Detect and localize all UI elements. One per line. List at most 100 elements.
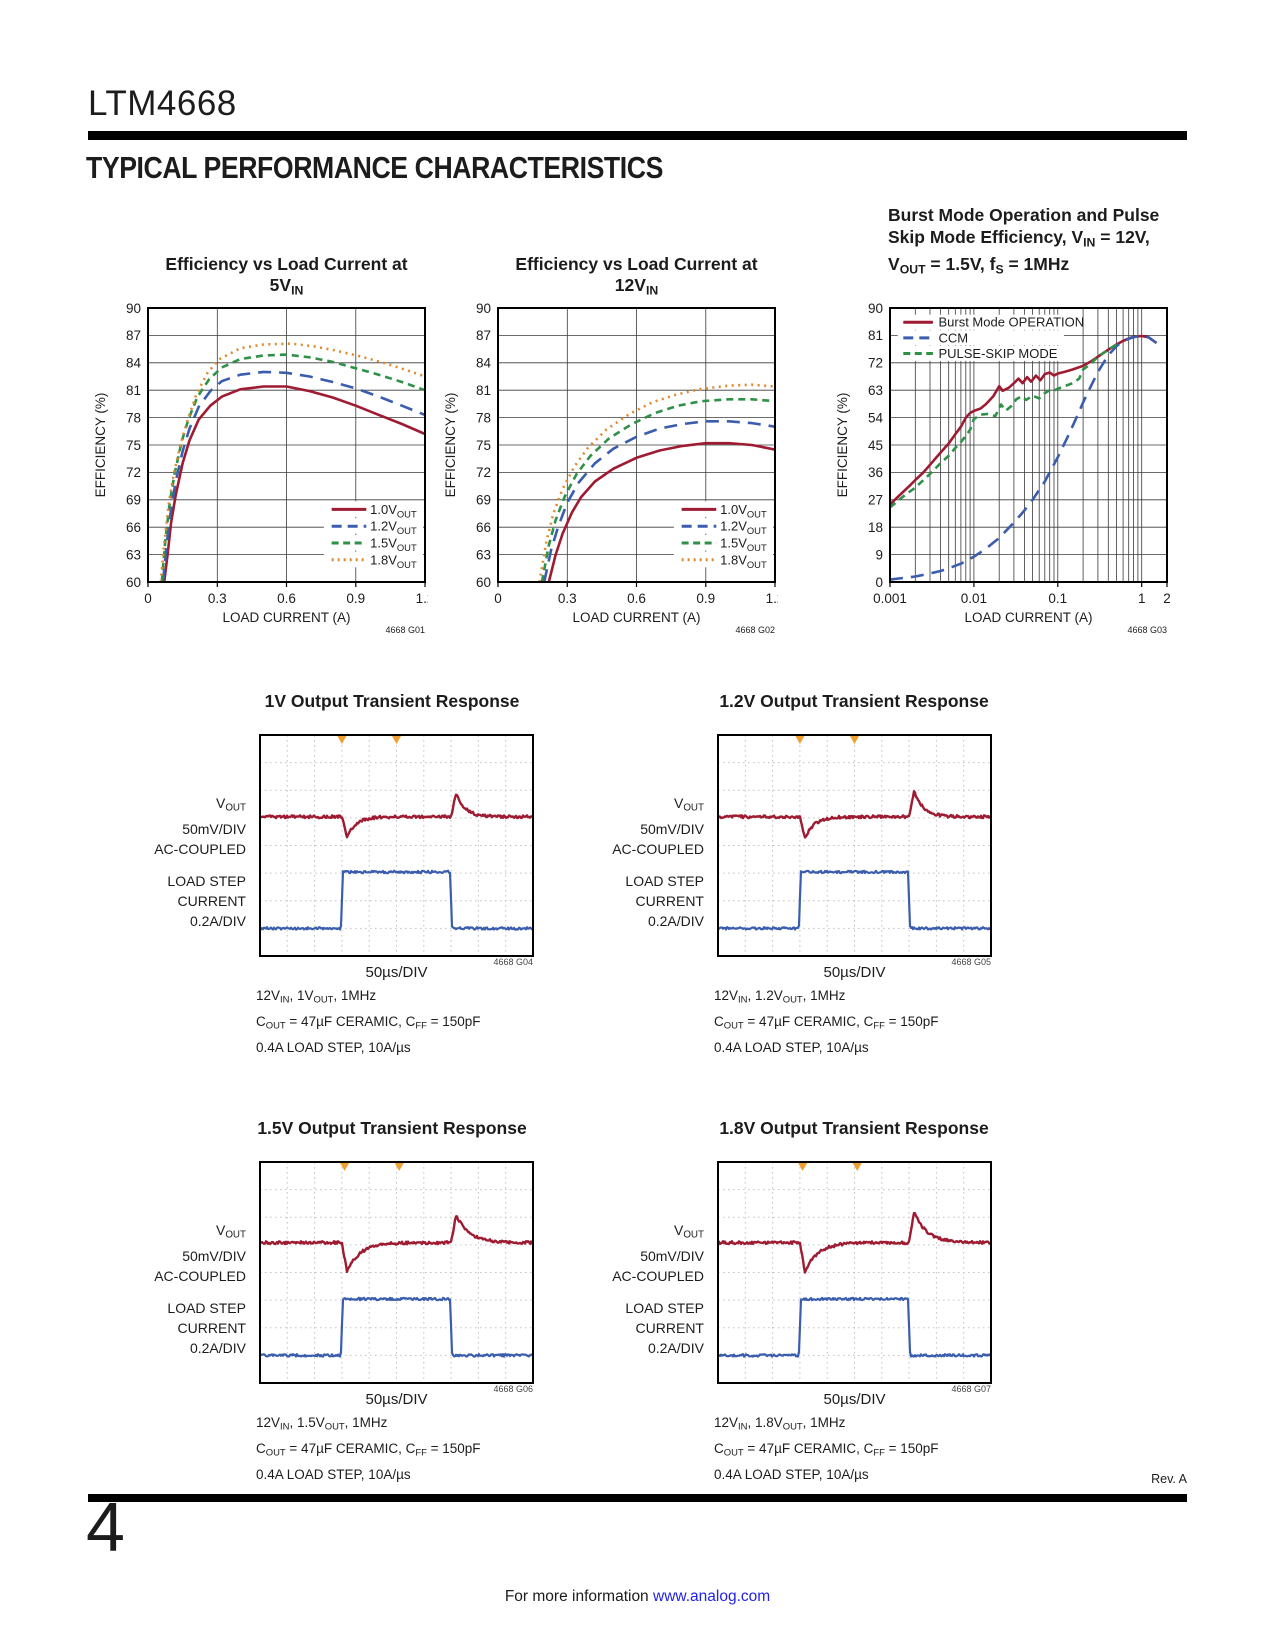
y-tick-label: 45 [868,438,883,453]
trigger-marker-icon [392,736,401,744]
scope-caption-g07: 12VIN, 1.8VOUT, 1MHz COUT = 47µF CERAMIC,… [714,1412,939,1486]
text-line: 12VIN, 1VOUT, 1MHz [256,988,377,1006]
legend-label: 1.0VOUT [720,502,767,520]
y-tick-label: 63 [126,547,141,562]
text-line: 50mV/DIV [640,1247,704,1264]
scope-timebase-g07: 50µs/DIV [823,1391,886,1408]
legend-label: 1.2VOUT [370,519,417,537]
scope-timebase-g04: 50µs/DIV [365,964,428,981]
scope-timebase-g06: 50µs/DIV [365,1391,428,1408]
y-tick-label: 87 [476,328,491,343]
figure-efficiency-12vin: 1.0VOUT 1.2VOUT 1.5VOUT 1.8VOUT 0 0.3 0.6 0.9 1.… [438,298,784,641]
legend-bg [323,518,423,534]
text-line: CURRENT [177,893,246,909]
y-tick-label: 60 [476,575,491,590]
footer-link[interactable]: www.analog.com [653,1588,771,1605]
revision-label: Rev. A [1151,1472,1187,1486]
y-tick-label: 27 [868,493,883,508]
y-tick-label: 84 [126,356,142,371]
y-tick-label: 0 [875,575,883,590]
legend-bg [673,551,773,568]
y-axis-label: EFFICIENCY (%) [93,393,108,498]
text-line: VOUT [215,795,246,814]
text-line: LOAD STEP [625,873,704,889]
scope-vout-label-g04: VOUT 50mV/DIV AC-COUPLED [86,793,246,859]
y-tick-label: 72 [868,356,883,371]
legend-label: 1.8VOUT [370,552,417,570]
figure-transient-1v [252,727,542,972]
text-line: 0.4A LOAD STEP, 10A/µs [714,1467,869,1483]
x-tick-label: 2 [1163,591,1170,606]
y-tick-label: 63 [868,383,883,398]
text-line: COUT = 47µF CERAMIC, CFF = 150pF [714,1441,939,1459]
figure-code: 4668 G02 [735,625,775,635]
text-line: CURRENT [177,1320,246,1336]
series-line [889,334,1158,581]
series-line [162,385,426,583]
text-line: VOUT [215,1222,246,1241]
trigger-marker-icon [850,736,859,744]
trigger-marker-icon [394,1163,404,1171]
scope-title-g06: 1.5V Output Transient Response [257,1118,527,1138]
figure-code-g05: 4668 G05 [951,957,991,967]
scope-vout-label-g05: VOUT 50mV/DIV AC-COUPLED [544,793,704,859]
scope-frame [259,734,534,957]
x-tick-label: 0.6 [627,591,646,606]
transient-1v2-scope [717,734,992,957]
x-tick-label: 0.001 [873,591,907,606]
scope-title-g04: 1V Output Transient Response [264,691,520,711]
y-tick-label: 9 [875,547,883,562]
text-line: AC-COUPLED [154,1267,246,1284]
text-line: 0.2A/DIV [647,1340,704,1356]
load-step-trace [259,869,534,931]
x-tick-label: 0 [144,591,152,606]
legend-bg [673,518,773,534]
scope-load-label-g06: LOAD STEP CURRENT 0.2A/DIV [86,1298,246,1358]
legend-label: 1.2VOUT [720,519,767,537]
transient-1v5-scope [259,1161,534,1384]
y-tick-label: 75 [126,438,141,453]
transient-1v8-scope [717,1161,992,1384]
figure-code: 4668 G03 [1127,625,1167,635]
scope-title-g07: 1.8V Output Transient Response [719,1118,989,1138]
scope-frame [717,734,992,957]
page-number: 4 [86,1488,125,1566]
y-tick-label: 60 [126,575,141,590]
y-axis-label: EFFICIENCY (%) [443,393,458,498]
text-line: VOUT [673,795,704,814]
figure-transient-1v2 [710,727,1000,972]
text-line: 12VIN, 1.2VOUT, 1MHz [714,988,846,1006]
legend-label: 1.0VOUT [370,502,417,520]
y-tick-label: 90 [126,301,141,316]
figure-transient-1v5 [252,1154,542,1399]
legend-label: 1.5VOUT [370,535,417,553]
scope-load-label-g07: LOAD STEP CURRENT 0.2A/DIV [544,1298,704,1358]
legend-bg [897,345,1064,361]
x-axis-label: LOAD CURRENT (A) [572,610,700,625]
text-line: CURRENT [635,1320,704,1336]
figure-code-g06: 4668 G06 [493,1384,533,1394]
y-tick-label: 81 [476,383,491,398]
legend-label: CCM [938,330,968,345]
x-tick-label: 0.6 [277,591,296,606]
scope-caption-g04: 12VIN, 1VOUT, 1MHz COUT = 47µF CERAMIC, C… [256,985,481,1059]
text-line: 12VIN, 1.8VOUT, 1MHz [714,1415,846,1433]
y-tick-label: 87 [126,328,141,343]
y-tick-label: 63 [476,547,491,562]
x-tick-label: 0.9 [696,591,715,606]
part-number: LTM4668 [88,84,237,123]
text-line: CURRENT [635,893,704,909]
transient-1v-scope [259,734,534,957]
legend-bg [897,330,1064,346]
text-line: LOAD STEP [625,1300,704,1316]
footer: For more information www.analog.com [0,1588,1275,1606]
y-tick-label: 72 [126,465,141,480]
y-tick-label: 66 [476,520,491,535]
series-line [161,370,426,583]
legend-label: 1.8VOUT [720,552,767,570]
footer-text: For more information [504,1588,653,1605]
text-line: LOAD STEP [167,1300,246,1316]
